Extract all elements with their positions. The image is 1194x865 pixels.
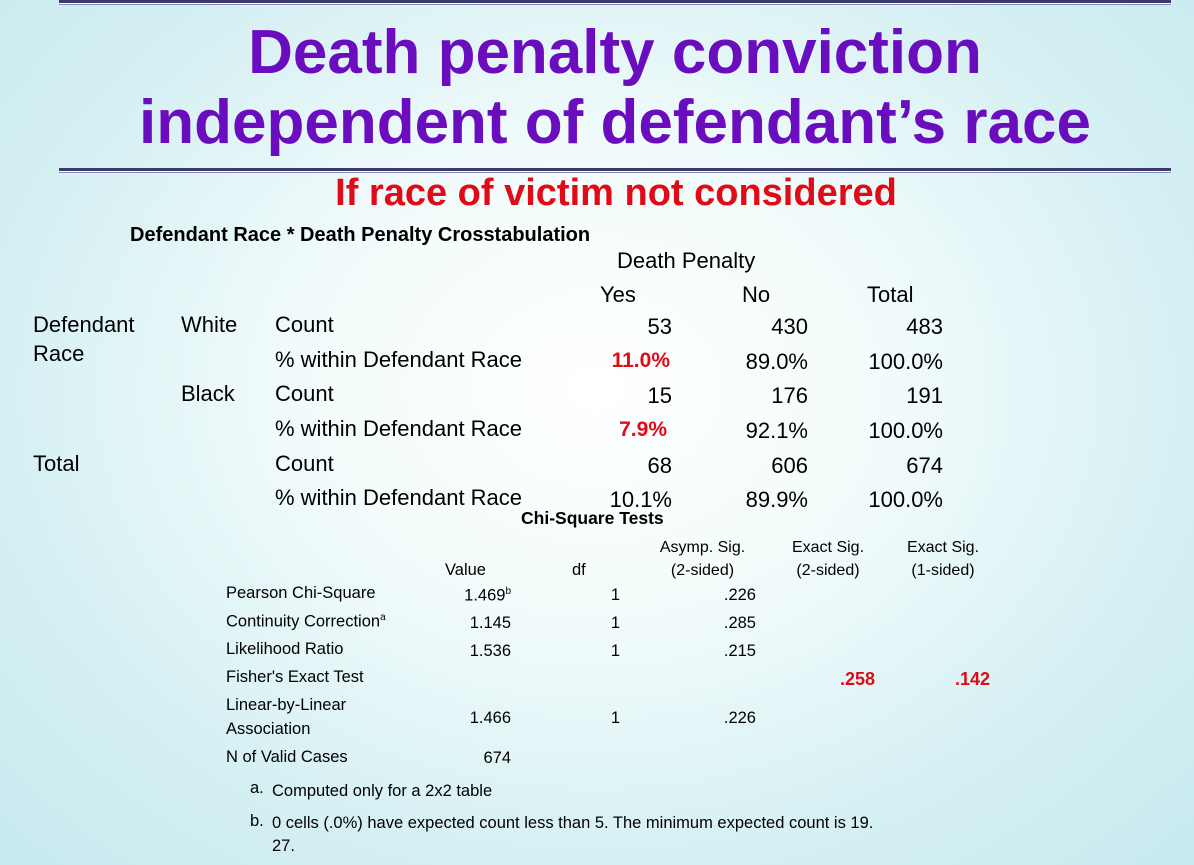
crosstab-col-header-total: Total <box>867 282 914 307</box>
crosstab-stat-label: Count <box>275 312 334 337</box>
crosstab-stat-label: % within Defendant Race <box>275 485 523 510</box>
footnote-mark: a. <box>250 779 264 797</box>
crosstab-cell: 606 <box>771 453 808 478</box>
crosstab-cell-highlight: 7.9% <box>619 418 667 441</box>
crosstab-col-header-no: No <box>742 282 771 307</box>
footnote-text: 27. <box>272 837 295 855</box>
crosstab-cell: 53 <box>647 314 672 339</box>
slide-title-line1: Death penalty conviction <box>248 18 982 87</box>
chisq-value: 674 <box>483 749 511 767</box>
crosstab-row-group-line2: Race <box>33 341 85 366</box>
crosstab-cell: 674 <box>906 453 943 478</box>
crosstab-cell: 10.1% <box>609 487 672 512</box>
chisq-asymp: .226 <box>723 586 756 604</box>
crosstab-stat-label: % within Defendant Race <box>275 347 523 372</box>
crosstab-cell: 89.9% <box>745 487 808 512</box>
crosstab-col-header-yes: Yes <box>600 282 636 307</box>
chisq-header-df: df <box>572 561 586 579</box>
crosstab-cell: 68 <box>647 453 672 478</box>
chisq-exact-1sided-highlight: .142 <box>954 669 990 689</box>
chisq-row-label: Pearson Chi-Square <box>226 584 376 602</box>
crosstab-cell: 92.1% <box>745 418 808 443</box>
crosstab-cell: 15 <box>647 383 672 408</box>
crosstab-title: Defendant Race * Death Penalty Crosstabu… <box>130 224 591 246</box>
chisq-df: 1 <box>610 614 620 632</box>
crosstab-cell: 100.0% <box>868 418 943 443</box>
crosstab-cell-highlight: 11.0% <box>611 349 670 372</box>
chisq-row-label: Linear-by-Linear <box>226 696 347 714</box>
title-rule <box>59 168 1171 173</box>
chisq-header-value: Value <box>445 561 486 579</box>
chisq-value: 1.145 <box>469 614 511 632</box>
chisq-row-label: Association <box>226 720 311 738</box>
chisq-row-label: Continuity Correctiona <box>226 612 386 631</box>
crosstab-cell: 89.0% <box>745 349 808 374</box>
slide-title-line2: independent of defendant’s race <box>139 88 1091 157</box>
slide-subtitle: If race of victim not considered <box>335 172 897 214</box>
crosstab-cell: 100.0% <box>868 349 943 374</box>
top-rule <box>59 0 1171 5</box>
chisq-asymp: .226 <box>723 709 756 727</box>
chisq-row-label: Fisher's Exact Test <box>226 668 364 686</box>
crosstab-row-group-line1: Defendant <box>33 312 135 337</box>
crosstab-stat-label: % within Defendant Race <box>275 416 523 441</box>
crosstab-stat-label: Count <box>275 381 334 406</box>
chisq-row-label: N of Valid Cases <box>226 748 348 766</box>
footnote-mark: b. <box>250 812 264 830</box>
crosstab-group-black: Black <box>181 381 235 406</box>
chisq-df: 1 <box>610 586 620 604</box>
chisq-asymp: .215 <box>723 642 756 660</box>
chisq-asymp: .285 <box>723 614 756 632</box>
chisq-value: 1.469b <box>464 586 511 605</box>
crosstab-col-group: Death Penalty <box>617 248 756 273</box>
chisq-value: 1.536 <box>469 642 511 660</box>
crosstab-stat-label: Count <box>275 451 334 476</box>
chisq-header-asymp: Asymp. Sig. (2-sided) <box>659 539 746 579</box>
chisq-header-exact-1sided: Exact Sig. (1-sided) <box>906 539 980 579</box>
chisq-exact-2sided-highlight: .258 <box>839 669 875 689</box>
chisq-header-exact-2sided: Exact Sig. (2-sided) <box>791 539 865 579</box>
chisq-df: 1 <box>610 709 620 727</box>
crosstab-cell: 483 <box>906 314 943 339</box>
crosstab-group-white: White <box>181 312 238 337</box>
crosstab-cell: 176 <box>771 383 808 408</box>
crosstab-cell: 430 <box>771 314 808 339</box>
chisq-value: 1.466 <box>469 709 511 727</box>
footnote-text: 0 cells (.0%) have expected count less t… <box>272 814 874 832</box>
crosstab-cell: 191 <box>906 383 943 408</box>
chisq-df: 1 <box>610 642 620 660</box>
crosstab-cell: 100.0% <box>868 487 943 512</box>
chisq-row-label: Likelihood Ratio <box>226 640 344 658</box>
crosstab-group-total: Total <box>33 451 80 476</box>
footnote-text: Computed only for a 2x2 table <box>272 782 493 800</box>
chisq-title: Chi-Square Tests <box>521 508 664 528</box>
